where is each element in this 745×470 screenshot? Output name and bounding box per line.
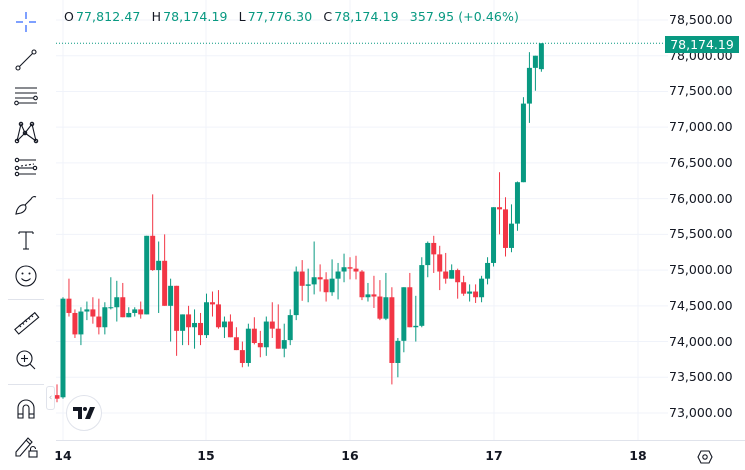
price-tick-label: 75,500.00 xyxy=(669,226,733,242)
price-tick-label: 75,000.00 xyxy=(669,262,733,278)
crosshair-icon[interactable] xyxy=(10,6,42,38)
low-label: L xyxy=(238,9,246,24)
time-tick-label: 17 xyxy=(485,448,503,463)
price-tick-label: 76,000.00 xyxy=(669,190,733,206)
price-tick-label: 78,500.00 xyxy=(669,12,733,27)
low-value: 77,776.30 xyxy=(247,9,313,24)
lock-drawings-icon[interactable] xyxy=(10,430,42,462)
time-tick-label: 15 xyxy=(197,448,215,463)
brush-icon[interactable] xyxy=(10,188,42,220)
xabcd-pattern-icon[interactable] xyxy=(10,116,42,148)
collapse-toolbar-button[interactable]: ‹ xyxy=(46,386,55,410)
text-icon[interactable] xyxy=(10,224,42,256)
price-tick-label: 74,000.00 xyxy=(669,333,733,349)
price-tick-label: 73,000.00 xyxy=(669,405,733,420)
tradingview-logo[interactable] xyxy=(66,395,102,431)
toolbar-separator xyxy=(8,384,44,385)
ruler-icon[interactable] xyxy=(10,308,42,340)
price-tick-label: 74,500.00 xyxy=(669,297,733,313)
zoom-in-icon[interactable] xyxy=(10,344,42,376)
current-price-label: 78,174.19 xyxy=(665,36,739,53)
time-tick-label: 14 xyxy=(54,448,72,463)
ohlc-legend: O 77,812.47 H 78,174.19 L 77,776.30 C 78,174… xyxy=(64,9,521,24)
emoji-icon[interactable] xyxy=(10,260,42,292)
high-value: 78,174.19 xyxy=(163,9,228,24)
drawing-toolbar xyxy=(0,0,52,470)
tradingview-logo-icon xyxy=(73,407,95,419)
price-tick-label: 76,500.00 xyxy=(669,154,733,170)
open-value: 77,812.47 xyxy=(75,9,141,24)
price-tick-label: 77,000.00 xyxy=(669,119,733,135)
close-label: C xyxy=(323,9,333,24)
close-value: 78,174.19 xyxy=(334,9,399,24)
settings-gear-icon[interactable] xyxy=(697,449,713,465)
time-tick-label: 18 xyxy=(629,448,647,463)
magnet-icon[interactable] xyxy=(10,393,42,425)
high-label: H xyxy=(151,9,162,24)
price-tick-label: 73,500.00 xyxy=(669,369,733,385)
fib-retracement-icon[interactable] xyxy=(10,80,42,112)
price-tick-label: 77,500.00 xyxy=(669,83,733,99)
open-label: O xyxy=(64,9,74,24)
toolbar-separator xyxy=(8,299,44,300)
long-position-icon[interactable] xyxy=(10,152,42,184)
trend-line-icon[interactable] xyxy=(10,44,42,76)
time-tick-label: 16 xyxy=(341,448,359,463)
change-value: 357.95 (+0.46%) xyxy=(409,9,519,24)
